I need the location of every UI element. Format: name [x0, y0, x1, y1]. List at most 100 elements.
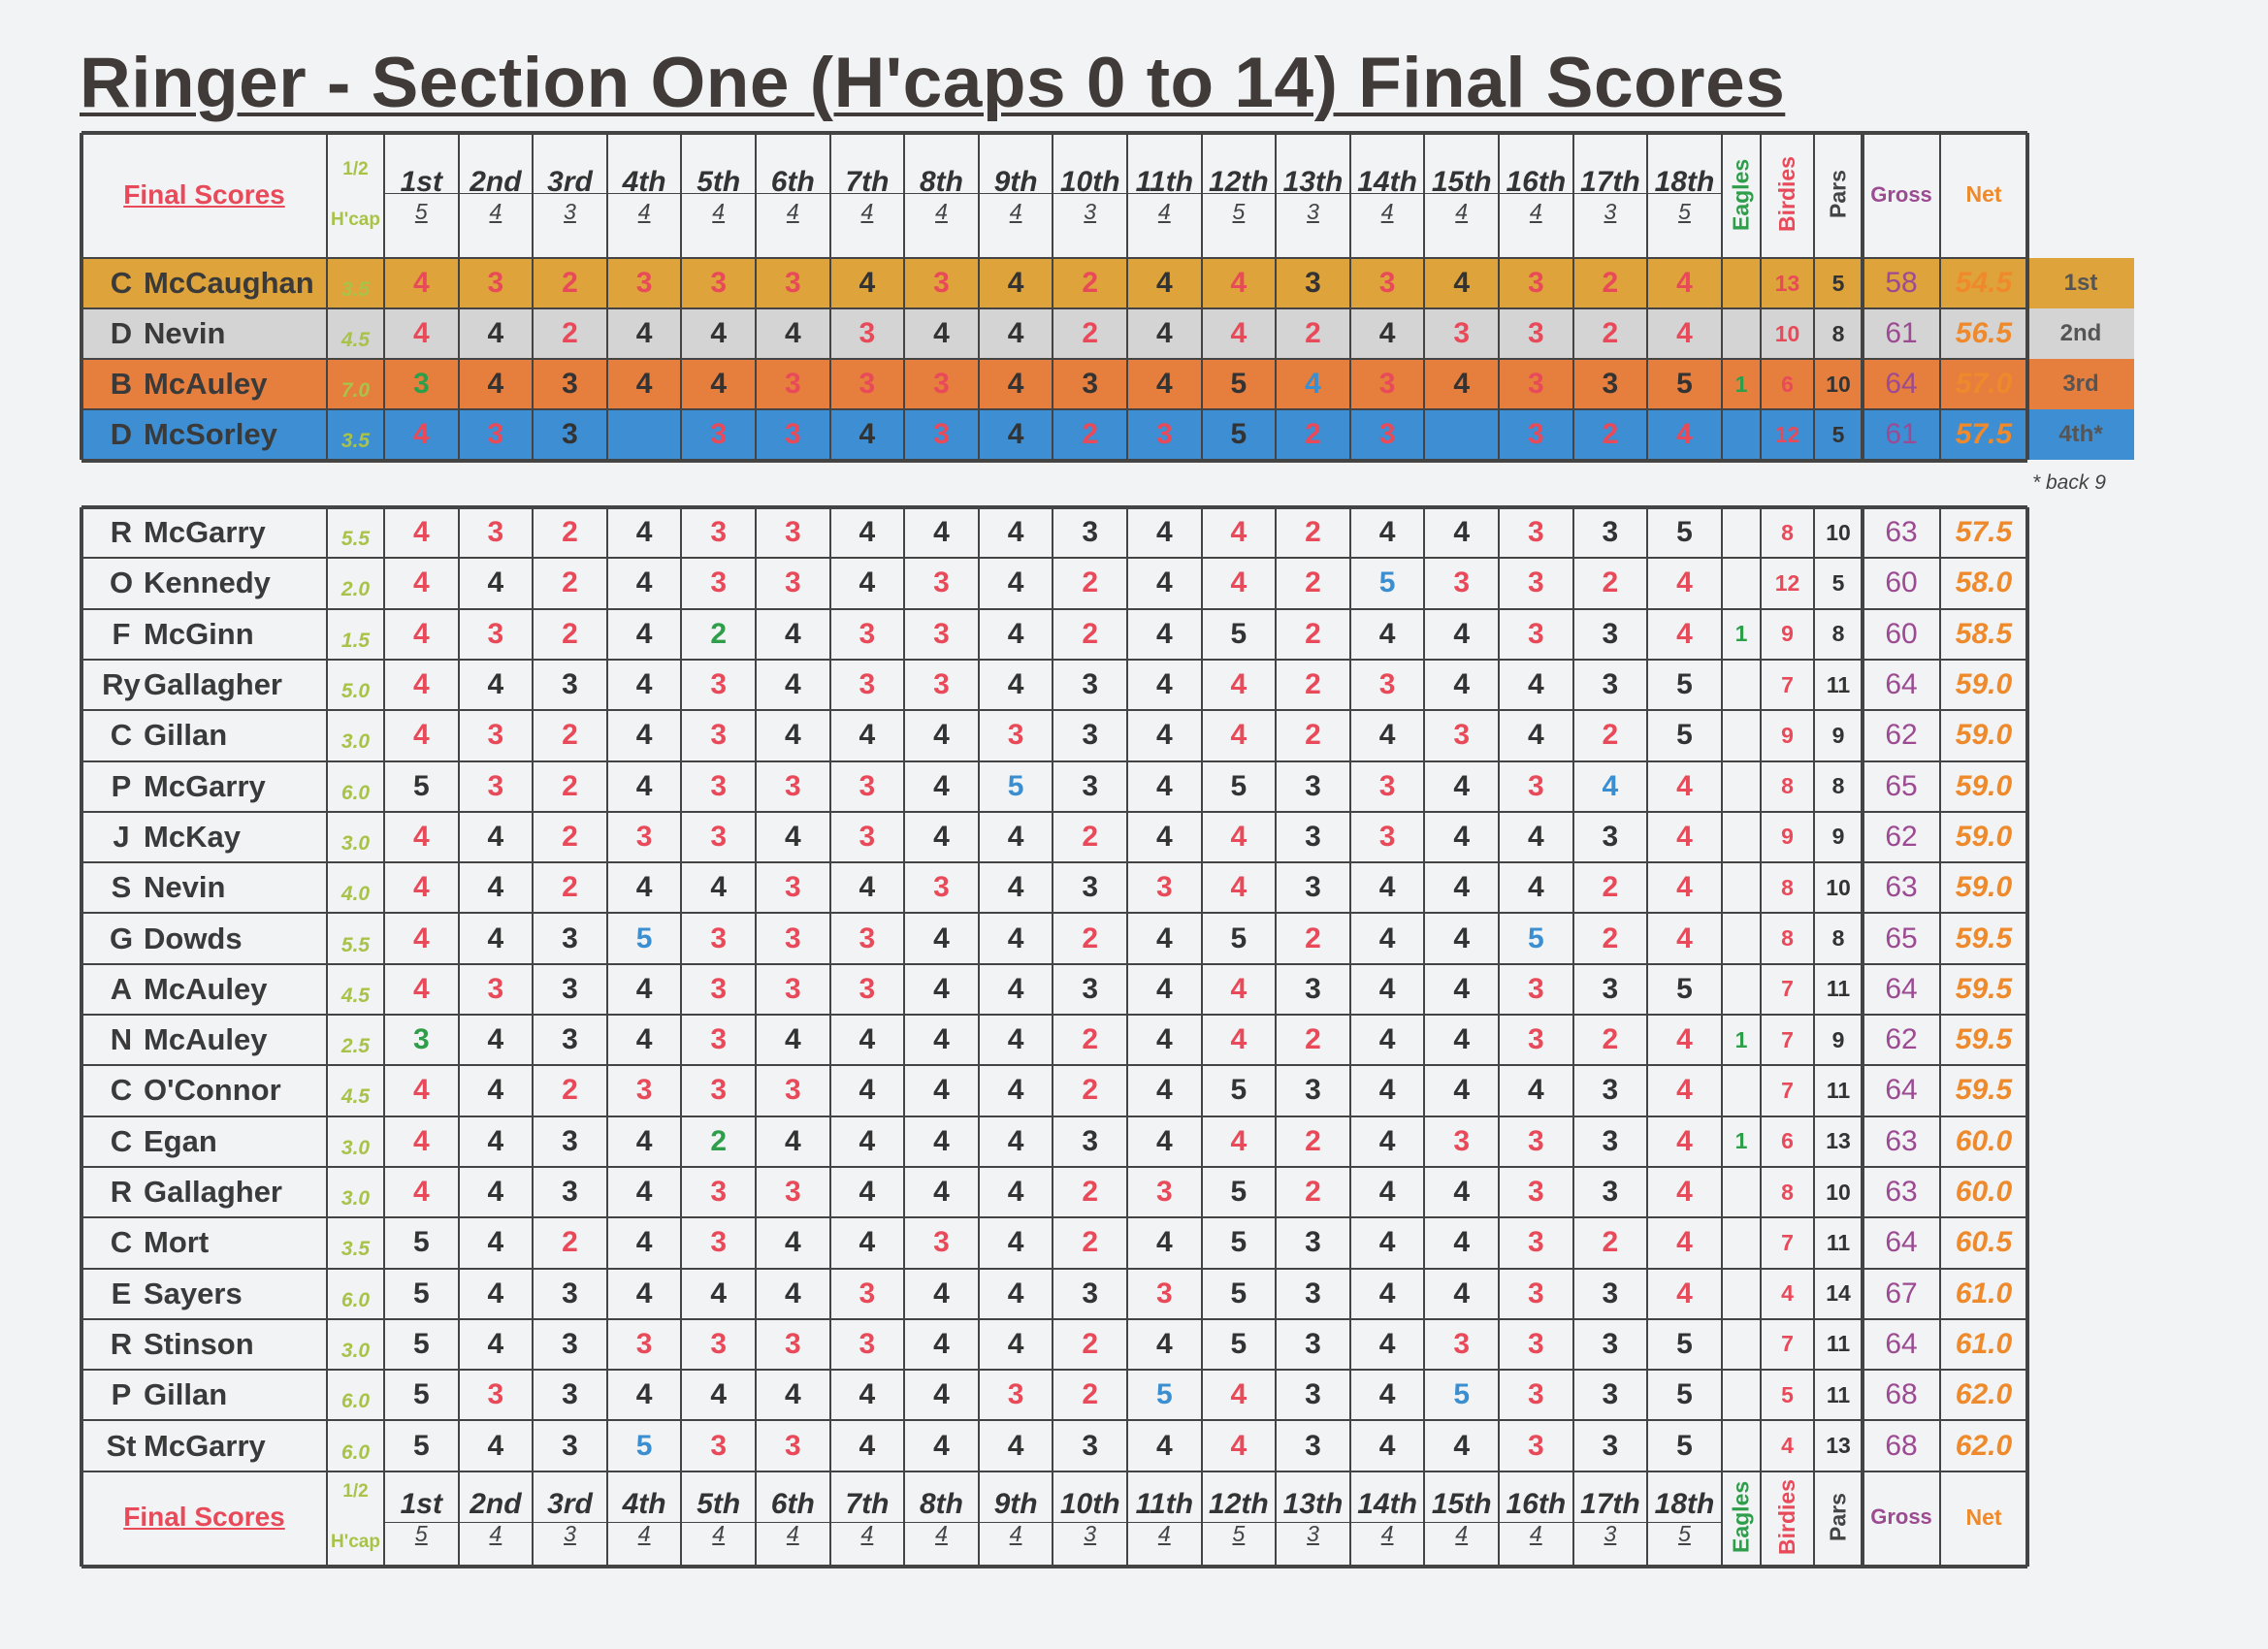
hole-score: 4 — [412, 871, 430, 904]
hole-score: 3 — [710, 1023, 728, 1056]
gross-score: 64 — [1885, 1074, 1918, 1107]
row-line — [81, 861, 2027, 864]
hole-score: 3 — [1305, 1226, 1321, 1259]
hole-score: 3 — [710, 769, 728, 802]
hole-score: 3 — [562, 922, 578, 954]
hole-score: 3 — [562, 1378, 578, 1411]
eagles-count — [1722, 1319, 1761, 1370]
hole-name: 18th — [1654, 165, 1715, 198]
hole-name: 11th — [1135, 1488, 1194, 1520]
hole-score: 5 — [1230, 617, 1247, 650]
hole-score: 4 — [1007, 820, 1024, 853]
hole-score: 4 — [784, 668, 801, 701]
hole-score: 3 — [784, 267, 801, 299]
hole-score: 4 — [1676, 1277, 1693, 1310]
hole-score: 4 — [635, 1124, 653, 1157]
hole-name: 5th — [697, 165, 741, 198]
player-initial: E — [111, 1276, 132, 1310]
hole-score: 4 — [1230, 1429, 1247, 1462]
player-surname: McCaughan — [144, 266, 314, 300]
hole-score: 5 — [1230, 1277, 1247, 1310]
hole-score: 4 — [1007, 668, 1024, 701]
birdies-count: 8 — [1781, 874, 1794, 900]
eagles-count — [1722, 1420, 1761, 1471]
hole-score: 3 — [1527, 267, 1544, 299]
column-line — [680, 507, 683, 1567]
podium-row-background — [81, 258, 2134, 308]
hole-score: 4 — [635, 368, 653, 400]
top-hole-13-header: 13th 3 — [1276, 133, 1350, 256]
top-hcap-label: H'cap — [331, 209, 380, 230]
table-border — [81, 1565, 2027, 1568]
column-line — [1275, 507, 1278, 1567]
table-border — [1861, 507, 1864, 1567]
hole-score: 3 — [710, 566, 728, 599]
hole-name: 3rd — [547, 1488, 593, 1520]
bottom-hole-7-header: 7th 4 — [830, 1468, 905, 1567]
bottom-hole-6-header: 6th 4 — [756, 1468, 830, 1567]
hole-score: 4 — [1453, 972, 1471, 1005]
hole-score: 5 — [1230, 1074, 1247, 1107]
hole-score: 5 — [412, 1378, 430, 1411]
net-score: 54.5 — [1955, 267, 2013, 299]
hole-score: 3 — [1305, 1429, 1321, 1462]
birdies-count: 7 — [1781, 1229, 1794, 1255]
eagles-count — [1722, 761, 1761, 812]
hole-score — [1424, 409, 1499, 460]
hole-par: 4 — [1529, 198, 1542, 224]
row-line — [81, 257, 2027, 259]
hole-name: 16th — [1506, 165, 1567, 198]
birdies-count: 7 — [1781, 976, 1794, 1002]
hole-score: 4 — [487, 1277, 504, 1310]
hole-score: 3 — [784, 1176, 801, 1209]
hole-score: 3 — [859, 1277, 876, 1310]
player-hcap: 4.5 — [340, 329, 371, 351]
hole-score: 4 — [1378, 1429, 1396, 1462]
podium-row-background — [81, 359, 2134, 409]
column-line — [903, 133, 906, 460]
hole-score: 4 — [1378, 1124, 1396, 1157]
podium-row-background — [81, 308, 2134, 359]
eagles-count: 1 — [1734, 1128, 1748, 1154]
pars-count: 8 — [1831, 621, 1845, 647]
bottom-eagles-label: Eagles — [1728, 1480, 1754, 1554]
hole-score: 4 — [412, 719, 430, 752]
birdies-count: 8 — [1781, 925, 1794, 952]
hole-score: 3 — [1305, 1277, 1321, 1310]
hole-score: 3 — [1602, 972, 1619, 1005]
hole-score: 2 — [1602, 418, 1619, 450]
hole-par: 4 — [637, 198, 651, 224]
hole-name: 3rd — [547, 165, 593, 198]
hole-score: 2 — [562, 617, 578, 650]
hole-score: 4 — [1378, 1074, 1396, 1107]
hole-score: 4 — [933, 1327, 950, 1360]
column-line — [977, 507, 980, 1567]
top-hole-5-header: 5th 4 — [681, 133, 756, 256]
hole-score: 3 — [1305, 1074, 1321, 1107]
hole-score: 3 — [412, 368, 430, 400]
hole-score: 5 — [635, 922, 653, 954]
row-line — [81, 607, 2027, 610]
player-initial: St — [106, 1428, 137, 1463]
birdies-count: 9 — [1781, 621, 1794, 647]
hole-score: 4 — [1453, 820, 1471, 853]
hole-score: 3 — [487, 418, 504, 450]
hole-score: 4 — [487, 1176, 504, 1209]
top-hole-7-header: 7th 4 — [830, 133, 905, 256]
hole-score: 4 — [784, 1226, 801, 1259]
hole-score: 4 — [635, 1176, 653, 1209]
hole-score: 4 — [412, 922, 430, 954]
hole-score: 3 — [1305, 267, 1321, 299]
bottom-hole-3-header: 3rd 3 — [533, 1468, 607, 1567]
hole-score: 4 — [1007, 317, 1024, 349]
eagles-count — [1722, 1217, 1761, 1268]
hole-score: 3 — [1527, 972, 1544, 1005]
hole-score: 3 — [1453, 1327, 1471, 1360]
eagles-count — [1722, 812, 1761, 862]
pars-count: 9 — [1831, 722, 1845, 748]
hole-score: 3 — [1527, 617, 1544, 650]
hole-score: 3 — [562, 1176, 578, 1209]
hole-score: 3 — [1527, 1327, 1544, 1360]
hole-score: 3 — [1527, 368, 1544, 400]
hole-score — [607, 409, 682, 460]
